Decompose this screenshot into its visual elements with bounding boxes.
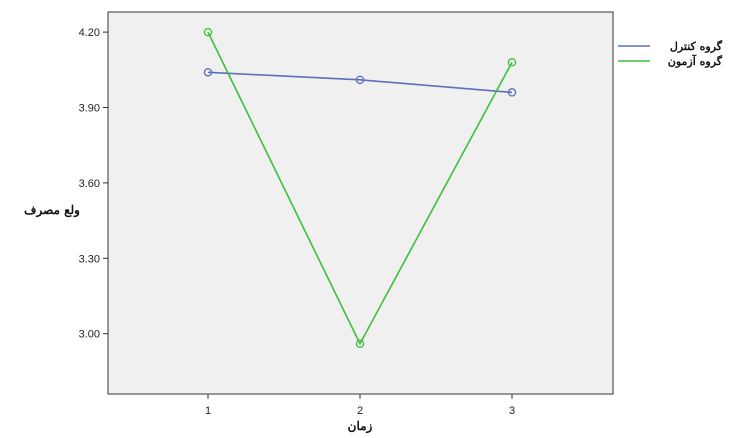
plot-area <box>107 11 614 395</box>
y-tick-label: 3.90 <box>79 103 100 115</box>
x-axis-title: زمان <box>348 419 373 434</box>
series-line <box>207 31 513 346</box>
y-axis: 3.00 3.30 3.60 3.90 4.20 <box>79 27 108 341</box>
data-point <box>355 75 365 85</box>
x-tick-label: 2 <box>357 405 363 417</box>
y-tick-label: 3.00 <box>79 329 100 341</box>
legend-label: گروه آزمون <box>668 54 723 68</box>
data-point <box>203 68 213 77</box>
data-point <box>507 58 517 67</box>
y-tick-label: 3.30 <box>79 253 100 265</box>
x-tick-label: 1 <box>205 405 211 417</box>
y-tick-label: 3.60 <box>79 178 100 190</box>
y-axis-title: ولع مصرف <box>24 203 80 218</box>
series-layer <box>203 27 517 348</box>
x-axis: 1 2 3 <box>205 394 515 417</box>
legend-label: گروه کنترل <box>670 39 723 53</box>
series-line <box>207 71 513 94</box>
data-point <box>355 339 365 348</box>
x-tick-label: 3 <box>509 405 515 417</box>
data-point <box>507 88 517 97</box>
y-tick-label: 4.20 <box>79 27 100 39</box>
data-point <box>203 27 213 37</box>
